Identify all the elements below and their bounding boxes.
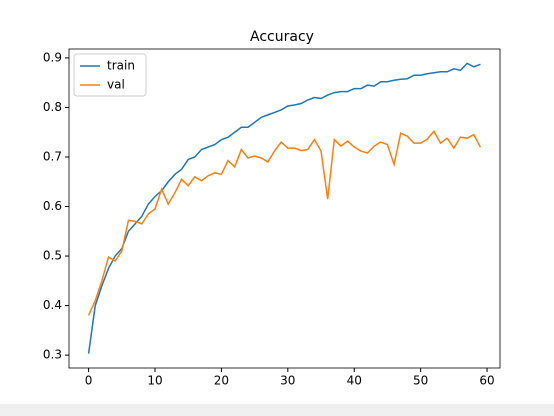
x-tick-label: 20 (214, 374, 229, 388)
x-tick-label: 0 (85, 374, 93, 388)
y-tick-label: 0.9 (43, 50, 62, 64)
y-tick-label: 0.7 (43, 149, 62, 163)
legend-label: train (107, 59, 135, 73)
x-tick-label: 40 (347, 374, 362, 388)
chart-title: Accuracy (250, 29, 314, 45)
y-tick-label: 0.8 (43, 100, 62, 114)
legend-label: val (107, 78, 125, 92)
y-tick-label: 0.3 (43, 348, 62, 362)
x-tick-label: 30 (280, 374, 295, 388)
y-tick-label: 0.5 (43, 249, 62, 263)
data-line (87, 62, 481, 354)
x-tick-label: 10 (147, 374, 162, 388)
plot-frame (68, 48, 501, 369)
data-line (87, 129, 482, 316)
bottom-strip (0, 404, 554, 416)
x-tick-label: 50 (413, 374, 428, 388)
y-tick-label: 0.6 (43, 199, 62, 213)
y-tick-label: 0.4 (43, 298, 62, 312)
x-tick-label: 60 (479, 374, 494, 388)
